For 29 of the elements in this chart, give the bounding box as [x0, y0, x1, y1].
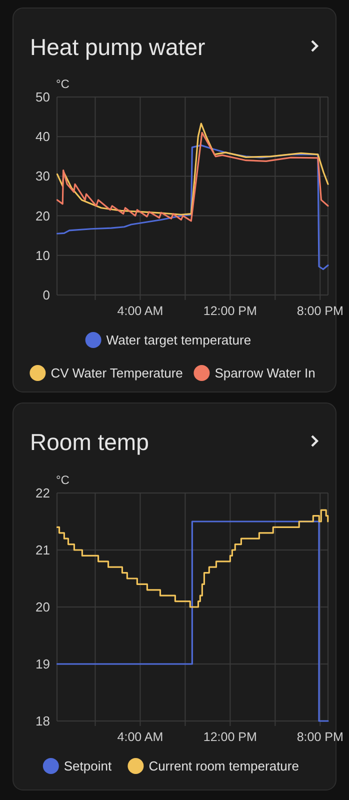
legend-label: Water target temperature [106, 332, 252, 348]
y-tick-label: 22 [36, 486, 50, 500]
y-tick-label: 0 [42, 288, 50, 302]
x-tick-label: 12:00 PM [203, 730, 257, 744]
line-series [56, 122, 329, 216]
chart-title: Heat pump water [30, 34, 206, 60]
y-tick-label: 20 [36, 600, 50, 614]
legend-label: Sparrow Water In [214, 366, 316, 380]
y-tick-label: 18 [36, 714, 50, 728]
x-tick-label: 4:00 AM [117, 730, 164, 744]
x-tick-label: 8:00 PM [296, 730, 344, 744]
y-axis-title: °C [56, 473, 70, 487]
chart-title: Room temp [30, 429, 149, 455]
y-tick-label: 40 [36, 129, 50, 144]
line-series [56, 132, 329, 222]
y-tick-label: 30 [36, 168, 50, 184]
x-tick-label: 4:00 AM [117, 304, 164, 318]
line-series [56, 144, 329, 270]
y-axis-title: °C [56, 77, 70, 91]
y-tick-label: 19 [36, 656, 50, 672]
x-tick-label: 8:00 PM [296, 304, 344, 318]
y-tick-label: 21 [36, 542, 50, 558]
x-tick-label: 12:00 PM [203, 304, 257, 318]
legend-label: Setpoint [64, 758, 112, 774]
y-tick-label: 20 [36, 208, 50, 224]
legend-label: CV Water Temperature [50, 366, 183, 380]
y-tick-label: 50 [36, 90, 50, 104]
y-tick-label: 10 [36, 248, 50, 263]
legend-label: Current room temperature [148, 758, 299, 774]
